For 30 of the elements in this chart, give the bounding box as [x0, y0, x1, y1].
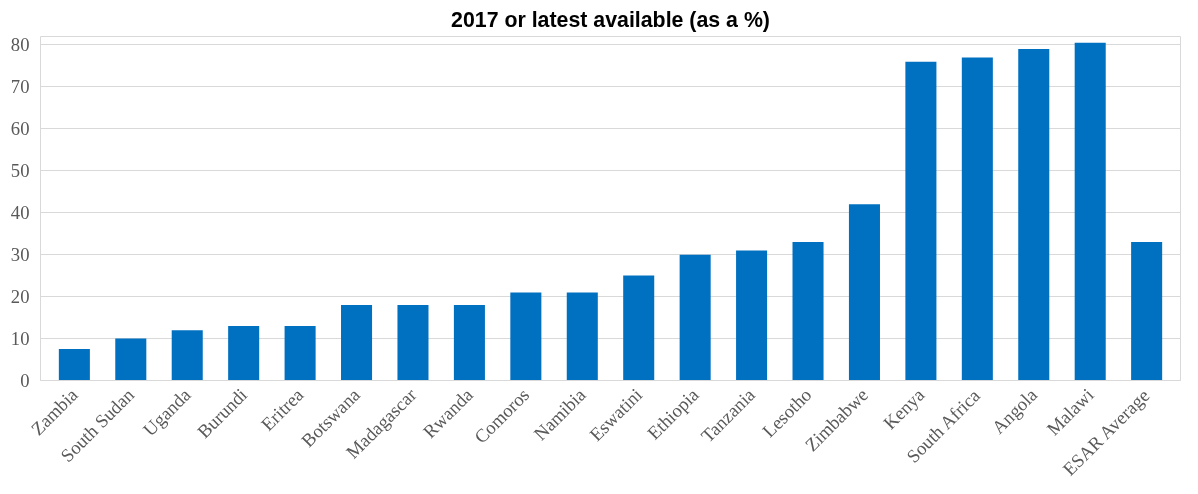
- bar: [905, 61, 937, 381]
- y-tick-label: 30: [10, 244, 30, 266]
- y-tick-label: 50: [10, 160, 30, 182]
- y-tick-label: 70: [10, 76, 30, 98]
- bar: [566, 292, 598, 381]
- y-tick-label: 10: [10, 328, 30, 350]
- bar: [453, 304, 485, 381]
- bar: [58, 349, 90, 381]
- bar: [397, 304, 429, 381]
- bar: [961, 57, 993, 381]
- bar: [623, 275, 655, 381]
- bar: [679, 254, 711, 381]
- y-tick-label: 40: [10, 202, 30, 224]
- bar: [848, 204, 880, 381]
- y-tick-label: 20: [10, 286, 30, 308]
- chart-title: 2017 or latest available (as a %): [451, 7, 770, 32]
- bar: [1018, 49, 1050, 381]
- bar: [341, 304, 373, 381]
- bar: [284, 325, 316, 381]
- bar: [1131, 242, 1163, 381]
- bar: [736, 250, 768, 381]
- bar: [1074, 42, 1106, 381]
- y-tick-label: 80: [10, 34, 30, 56]
- y-tick-label: 60: [10, 118, 30, 140]
- bar: [792, 242, 824, 381]
- y-tick-label: 0: [20, 370, 30, 391]
- bar: [510, 292, 542, 381]
- bar: [228, 325, 260, 381]
- bar: [171, 330, 203, 381]
- bar: [115, 338, 147, 381]
